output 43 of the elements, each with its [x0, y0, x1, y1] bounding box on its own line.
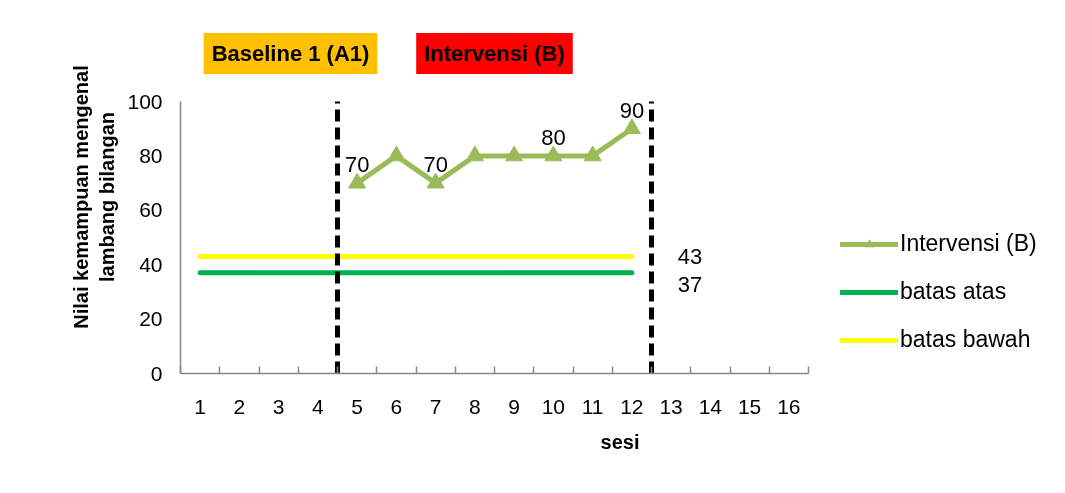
y-tick-label: 20: [139, 307, 163, 331]
point: [465, 145, 484, 162]
x-tick-label: 10: [541, 394, 566, 418]
x-tick-label: 13: [659, 394, 683, 418]
y-tick-label: 40: [139, 252, 163, 276]
x-tick-label: 12: [620, 394, 644, 418]
point: [583, 145, 602, 162]
annotation: 43: [677, 244, 703, 270]
y-tick-label: 100: [127, 89, 163, 113]
point: [348, 172, 367, 189]
annotation: 37: [677, 272, 703, 298]
x-tick-label: 8: [469, 394, 481, 418]
y-tick-label: 60: [139, 198, 163, 222]
x-tick-label: 5: [351, 394, 363, 418]
data-label: 70: [344, 152, 370, 178]
x-tick-label: 3: [272, 394, 285, 418]
data-label: 90: [619, 97, 645, 123]
point: [544, 145, 563, 162]
x-tick-label: 16: [777, 394, 801, 418]
legend-label: batas atas: [900, 278, 1007, 305]
legend-label: batas bawah: [900, 326, 1031, 353]
x-tick-label: 11: [581, 394, 604, 418]
point: [622, 118, 641, 135]
x-axis-title: sesi: [600, 430, 640, 453]
legend-label: Intervensi (B): [900, 230, 1037, 257]
data-label: 70: [423, 152, 448, 178]
x-tick-label: 4: [312, 394, 325, 418]
text: Intervensi (B): [424, 41, 565, 66]
point: [505, 145, 524, 162]
point: [426, 172, 445, 189]
y-tick-label: 80: [139, 143, 163, 167]
x-tick-label: 15: [737, 394, 762, 418]
x-tick-label: 14: [698, 394, 723, 418]
point: [387, 145, 406, 162]
y-tick-label: 0: [150, 361, 163, 385]
x-tick-label: 2: [233, 394, 246, 418]
x-tick-label: 9: [508, 394, 520, 418]
data-label: 80: [541, 124, 566, 150]
y-axis-title: Nilai kemampuan mengenal lambang bilangan: [70, 65, 119, 329]
text: Baseline 1 (A1): [211, 41, 370, 66]
x-tick-label: 1: [194, 394, 206, 418]
x-tick-label: 7: [429, 394, 442, 418]
x-tick-label: 6: [390, 394, 403, 418]
